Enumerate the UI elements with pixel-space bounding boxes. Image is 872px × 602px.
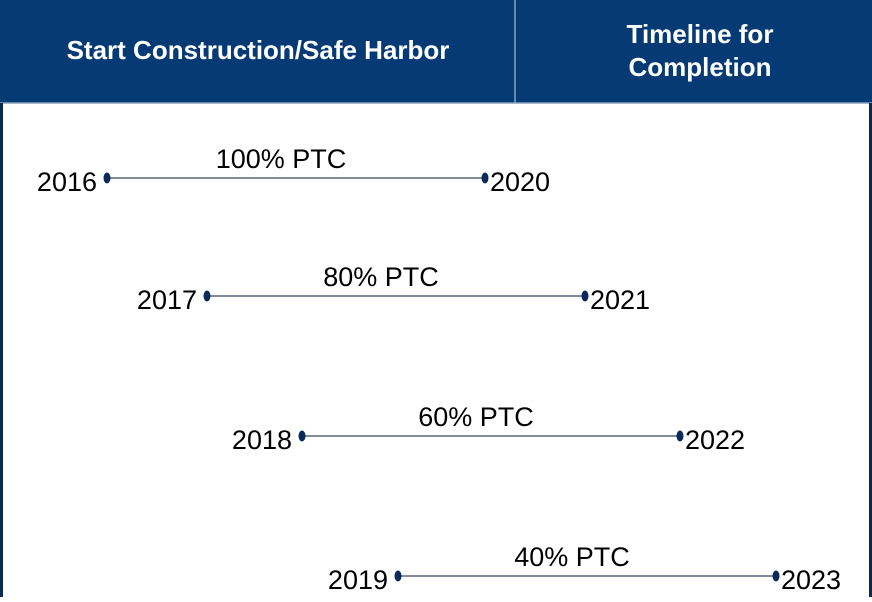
start-year: 2018 <box>232 425 292 455</box>
start-year: 2017 <box>137 285 197 315</box>
start-dot <box>298 430 306 442</box>
ptc-label: 80% PTC <box>323 262 439 292</box>
start-dot <box>203 290 211 302</box>
header-text: Timeline for Completion <box>627 19 774 82</box>
end-year: 2023 <box>781 565 841 595</box>
left-border <box>0 103 3 597</box>
header-cell: Timeline for Completion <box>627 19 774 82</box>
end-year: 2020 <box>490 167 550 197</box>
end-dot <box>581 290 589 302</box>
end-year: 2022 <box>685 425 745 455</box>
start-year: 2016 <box>37 167 97 197</box>
ptc-label: 100% PTC <box>216 144 347 174</box>
end-dot <box>772 570 780 582</box>
header-text: Start Construction/Safe Harbor <box>67 35 450 65</box>
start-year: 2019 <box>328 565 388 595</box>
start-dot <box>394 570 402 582</box>
header-band <box>0 0 872 103</box>
start-dot <box>103 172 111 184</box>
header-cell: Start Construction/Safe Harbor <box>67 35 450 65</box>
ptc-label: 40% PTC <box>514 542 630 572</box>
end-dot <box>676 430 684 442</box>
ptc-label: 60% PTC <box>418 402 534 432</box>
timeline-rows: 2016 2020 100% PTC 2017 2021 80% PTC 2018 2022 6… <box>37 144 841 595</box>
end-year: 2021 <box>590 285 650 315</box>
end-dot <box>481 172 489 184</box>
right-border <box>869 103 872 597</box>
